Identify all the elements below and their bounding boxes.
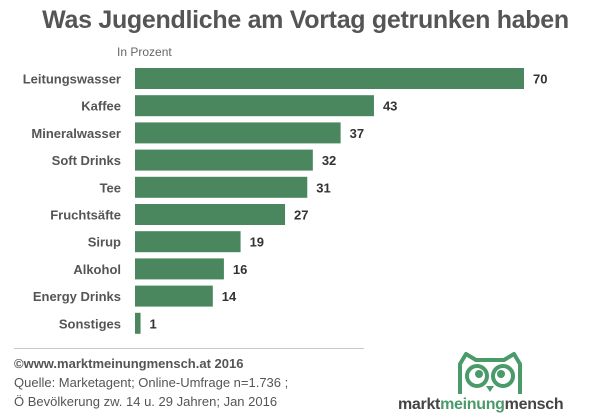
value-label: 14 <box>222 289 237 304</box>
value-label: 70 <box>533 72 547 87</box>
value-label: 1 <box>150 316 157 331</box>
value-label: 32 <box>322 153 336 168</box>
bar-energy-drinks <box>135 285 213 307</box>
bar-tee <box>135 176 308 198</box>
bar-soft-drinks <box>135 149 313 171</box>
bar-chart: Leitungswasser 70 Kaffee 43 Mineralwasser 37 S… <box>23 68 547 334</box>
category-label: Leitungswasser <box>23 72 121 87</box>
chart-subtitle: In Prozent <box>117 45 172 59</box>
category-label: Sonstiges <box>59 316 121 331</box>
footer-divider <box>14 348 364 349</box>
bar-sonstiges <box>135 312 141 334</box>
category-label: Sirup <box>88 235 121 250</box>
value-label: 16 <box>233 262 247 277</box>
value-label: 27 <box>294 208 308 223</box>
logo-wordmark: marktmeinungmensch <box>398 396 603 414</box>
source-text-line2: Ö Bevölkerung zw. 14 u. 29 Jahren; Jan 2… <box>14 394 278 409</box>
copyright-text: ©www.marktmeinungmensch.at 2016 <box>14 356 244 371</box>
category-label: Fruchtsäfte <box>50 208 121 223</box>
owl-icon <box>458 352 522 394</box>
value-label: 31 <box>316 180 330 195</box>
brand-logo: marktmeinungmensch <box>398 350 603 414</box>
value-label: 19 <box>250 235 264 250</box>
category-label: Soft Drinks <box>52 153 121 168</box>
category-label: Energy Drinks <box>33 289 121 304</box>
category-label: Kaffee <box>81 99 121 114</box>
bar-kaffee <box>135 95 374 117</box>
category-label: Tee <box>100 180 121 195</box>
bar-mineralwasser <box>135 122 341 144</box>
chart-title: Was Jugendliche am Vortag getrunken habe… <box>42 6 569 34</box>
bar-sirup <box>135 231 241 253</box>
category-label: Alkohol <box>73 262 121 277</box>
bar-leitungswasser <box>135 68 524 89</box>
logo-text-meinung: meinung <box>440 396 505 413</box>
value-label: 37 <box>350 126 364 141</box>
logo-text-markt: markt <box>398 396 441 413</box>
bar-alkohol <box>135 258 224 280</box>
value-label: 43 <box>383 99 397 114</box>
logo-text-mensch: mensch <box>504 396 564 413</box>
bar-fruchtsäfte <box>135 204 286 225</box>
source-text-line1: Quelle: Marketagent; Online-Umfrage n=1.… <box>14 375 289 390</box>
category-label: Mineralwasser <box>31 126 121 141</box>
